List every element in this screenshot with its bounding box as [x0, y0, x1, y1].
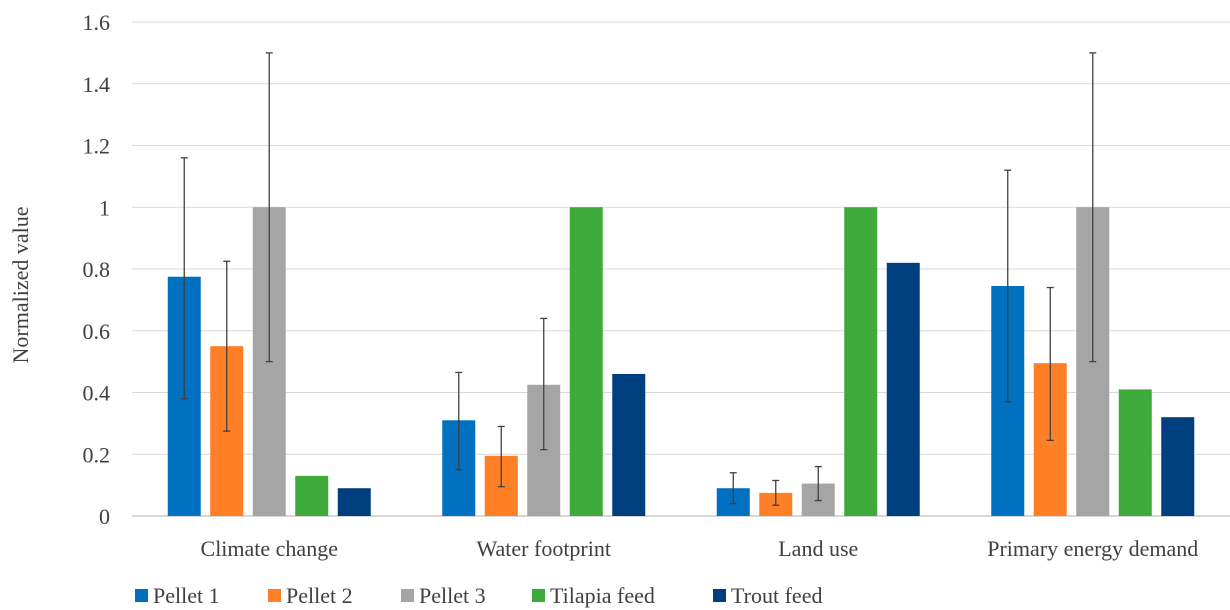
y-tick-label: 1.6: [83, 10, 111, 35]
y-tick-label: 0.6: [83, 319, 111, 344]
bar-tilapia-feed: [569, 207, 603, 516]
y-axis-label: Normalized value: [8, 207, 33, 364]
legend-swatch: [532, 589, 545, 602]
y-tick-label: 1: [99, 195, 110, 220]
y-tick-label: 0.4: [83, 381, 111, 406]
y-tick-label: 0.8: [83, 257, 111, 282]
legend-label: Trout feed: [731, 583, 822, 608]
y-tick-label: 0: [99, 504, 110, 529]
legend-swatch: [401, 589, 414, 602]
y-tick-label: 1.4: [83, 72, 111, 97]
legend-label: Pellet 1: [153, 583, 220, 608]
legend-label: Pellet 2: [286, 583, 353, 608]
x-category-label: Water footprint: [477, 536, 611, 561]
legend-label: Tilapia feed: [550, 583, 655, 608]
legend-swatch: [713, 589, 726, 602]
legend-item: Tilapia feed: [532, 583, 655, 608]
y-axis-ticks: 0 0.2 0.4 0.6 0.8 1 1.2 1.4 1.6: [83, 10, 111, 529]
bar-trout-feed: [337, 488, 371, 516]
bars: [167, 207, 1195, 516]
x-category-label: Land use: [778, 536, 858, 561]
legend-item: Pellet 3: [401, 583, 486, 608]
y-tick-label: 0.2: [83, 442, 111, 467]
gridlines: [132, 21, 1230, 517]
bar-tilapia-feed: [295, 475, 329, 516]
legend: Pellet 1 Pellet 2 Pellet 3 Tilapia feed Trou…: [135, 583, 822, 608]
bar-trout-feed: [612, 373, 646, 516]
x-axis-categories: Climate change Water footprint Land use Pri…: [201, 536, 1199, 561]
x-category-label: Primary energy demand: [987, 536, 1198, 561]
legend-item: Pellet 1: [135, 583, 220, 608]
x-category-label: Climate change: [201, 536, 338, 561]
bar-trout-feed: [1161, 417, 1195, 516]
y-tick-label: 1.2: [83, 134, 111, 159]
bar-tilapia-feed: [1118, 389, 1152, 516]
legend-item: Pellet 2: [268, 583, 353, 608]
legend-item: Trout feed: [713, 583, 822, 608]
bar-tilapia-feed: [844, 207, 878, 516]
error-bars: [180, 52, 1097, 506]
legend-label: Pellet 3: [419, 583, 486, 608]
legend-swatch: [135, 589, 148, 602]
legend-swatch: [268, 589, 281, 602]
bar-trout-feed: [886, 262, 920, 516]
